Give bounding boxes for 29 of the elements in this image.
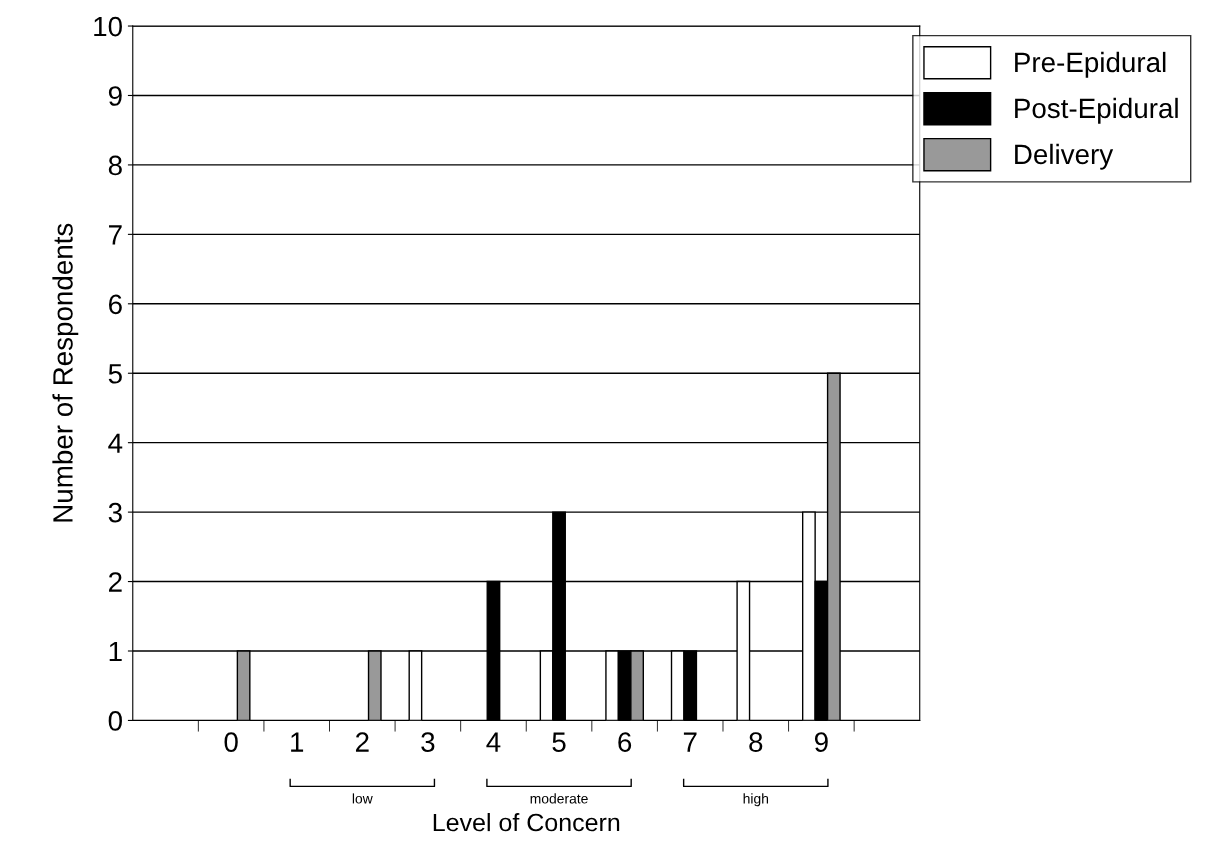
x-tick-label: 1 bbox=[291, 732, 304, 752]
x-axis-title: Level of Concern bbox=[433, 813, 620, 832]
y-tick-label: 5 bbox=[108, 364, 122, 384]
legend-label: Delivery bbox=[1015, 143, 1114, 170]
x-tick-label: 4 bbox=[486, 732, 501, 752]
text: moderate bbox=[530, 793, 588, 804]
x-tick-label: 8 bbox=[749, 732, 763, 752]
x-tick-label: 3 bbox=[421, 732, 435, 752]
x-tick-label: 9 bbox=[814, 732, 828, 752]
y-tick-label: 4 bbox=[108, 433, 123, 453]
text: high bbox=[743, 793, 769, 807]
x-tick-label: 2 bbox=[355, 732, 369, 752]
y-tick-label: 3 bbox=[108, 502, 122, 523]
y-tick-label: 8 bbox=[108, 155, 122, 176]
x-tick-label: 5 bbox=[552, 732, 566, 752]
y-tick-label: 6 bbox=[109, 294, 122, 315]
y-tick-label: 0 bbox=[108, 711, 122, 731]
y-tick-label: 1 bbox=[109, 641, 122, 662]
legend-label: Pre-Epidural bbox=[1015, 51, 1166, 78]
y-axis-title: Number of Respondents bbox=[52, 223, 79, 522]
x-tick-label: 6 bbox=[618, 732, 632, 752]
legend-label: Post-Epidural bbox=[1015, 97, 1178, 124]
text: low bbox=[352, 793, 373, 804]
y-tick-label: 2 bbox=[109, 572, 122, 592]
y-tick-label: 7 bbox=[109, 225, 122, 245]
x-tick-label: 7 bbox=[683, 732, 697, 752]
y-tick-label: 9 bbox=[108, 86, 122, 106]
y-tick-label: 10 bbox=[94, 16, 122, 37]
x-tick-label: 0 bbox=[224, 732, 238, 752]
